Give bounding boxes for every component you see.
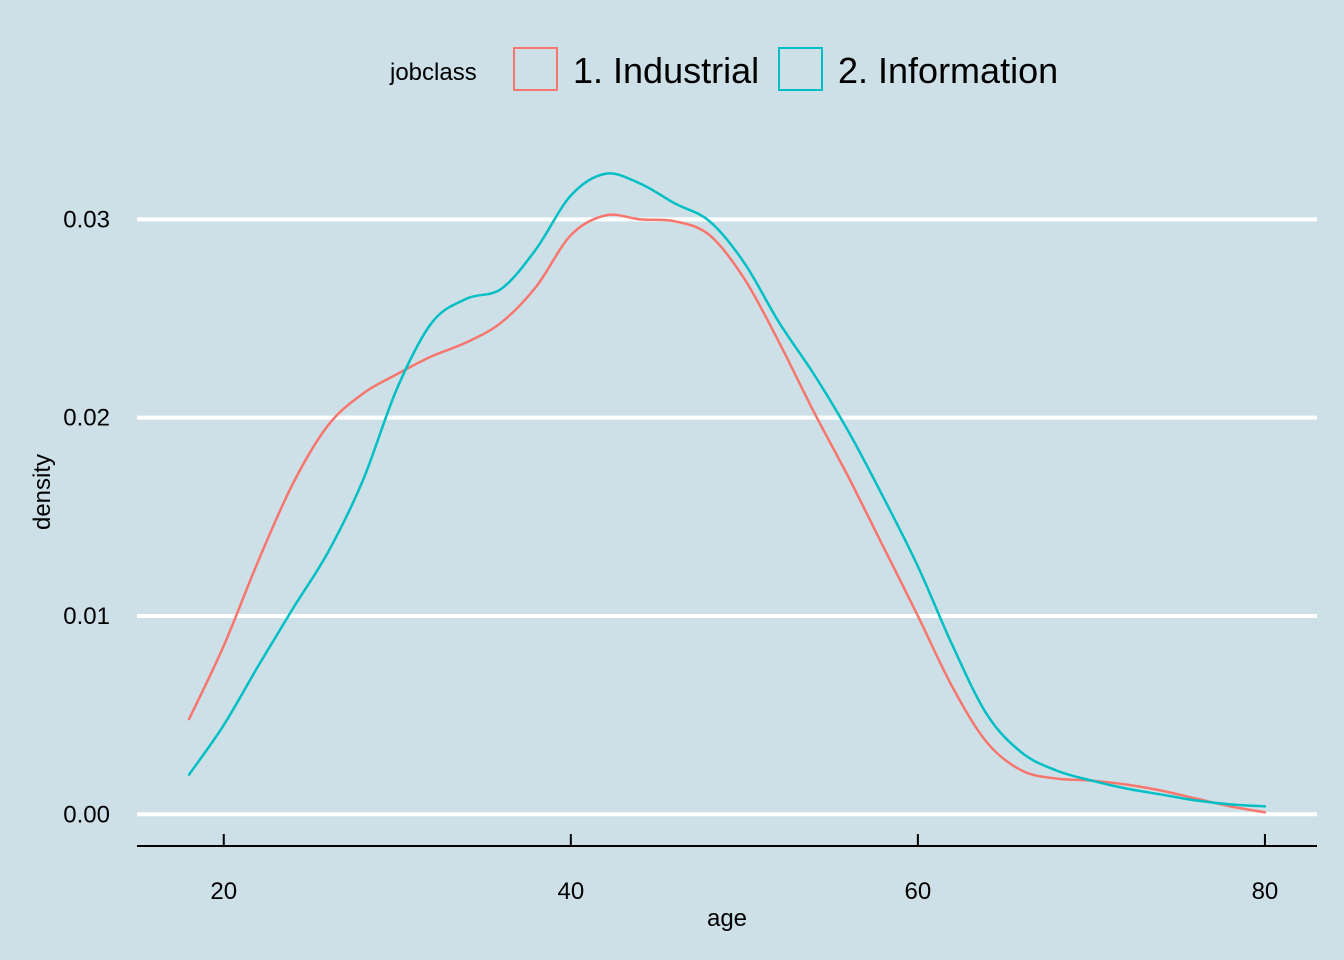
series-line-industrial bbox=[187, 213, 1267, 814]
x-axis-title: age bbox=[707, 905, 747, 932]
y-axis-title: density bbox=[29, 454, 56, 530]
x-tick-label-1: 40 bbox=[557, 878, 584, 905]
x-tick-label-3: 80 bbox=[1252, 878, 1279, 905]
x-axis: 20 40 60 80 bbox=[137, 834, 1317, 905]
y-tick-label-3: 0.03 bbox=[63, 206, 110, 233]
legend-title: jobclass bbox=[389, 59, 477, 86]
y-tick-label-0: 0.00 bbox=[63, 801, 110, 828]
legend-label-industrial: 1. Industrial bbox=[573, 50, 759, 91]
y-tick-label-1: 0.01 bbox=[63, 603, 110, 630]
gridlines bbox=[137, 217, 1317, 817]
x-tick-label-2: 60 bbox=[905, 878, 932, 905]
legend-label-information: 2. Information bbox=[838, 50, 1058, 91]
legend: jobclass 1. Industrial 2. Information bbox=[389, 47, 1058, 91]
series-line-information bbox=[187, 172, 1267, 808]
y-tick-label-2: 0.02 bbox=[63, 405, 110, 432]
y-axis: 0.00 0.01 0.02 0.03 bbox=[63, 206, 110, 828]
series-lines bbox=[187, 172, 1267, 814]
x-tick-label-0: 20 bbox=[210, 878, 237, 905]
legend-key-information bbox=[778, 47, 823, 91]
legend-key-industrial bbox=[513, 47, 558, 91]
